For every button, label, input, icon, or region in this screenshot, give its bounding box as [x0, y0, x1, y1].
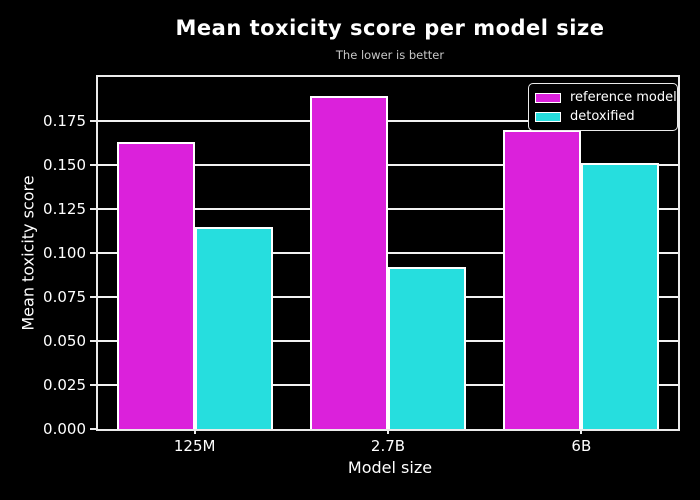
- bar-detoxified-6B: [581, 163, 660, 429]
- y-tick-mark: [90, 296, 96, 298]
- gridline: [98, 208, 678, 210]
- bar-detoxified-2.7B: [388, 267, 466, 429]
- bar-reference-model-2.7B: [310, 96, 388, 429]
- legend-swatch-detoxified-icon: [535, 111, 561, 122]
- y-tick-label: 0.050: [43, 332, 86, 350]
- legend-swatch-reference-model-icon: [535, 92, 561, 103]
- legend-label-reference-model: reference model: [570, 90, 677, 105]
- y-tick-label: 0.150: [43, 156, 86, 174]
- x-tick-mark: [193, 429, 196, 434]
- plot-area: [96, 75, 680, 431]
- legend-entry-reference-model: reference model: [535, 90, 677, 105]
- y-tick-label: 0.100: [43, 244, 86, 262]
- y-tick-label: 0.000: [43, 420, 86, 438]
- gridline: [98, 120, 678, 122]
- legend: reference model detoxified: [528, 83, 678, 131]
- y-tick-mark: [90, 208, 96, 210]
- y-tick-mark: [90, 428, 96, 430]
- y-tick-mark: [90, 252, 96, 254]
- y-tick-mark: [90, 384, 96, 386]
- legend-label-detoxified: detoxified: [570, 109, 635, 124]
- y-tick-label: 0.125: [43, 200, 86, 218]
- x-tick-label: 2.7B: [370, 437, 406, 455]
- y-tick-label: 0.075: [43, 288, 86, 306]
- bar-reference-model-125M: [116, 142, 195, 429]
- bar-reference-model-6B: [503, 129, 582, 429]
- x-tick-mark: [387, 429, 389, 434]
- x-axis-label: Model size: [347, 458, 433, 477]
- y-tick-mark: [90, 164, 96, 166]
- x-tick-label: 125M: [173, 437, 216, 455]
- y-tick-mark: [90, 340, 96, 342]
- chart-subtitle: The lower is better: [335, 48, 445, 62]
- legend-entry-detoxified: detoxified: [535, 109, 671, 124]
- gridline: [98, 164, 678, 166]
- x-tick-label: 6B: [571, 437, 592, 455]
- y-tick-label: 0.025: [43, 376, 86, 394]
- chart-title: Mean toxicity score per model size: [175, 16, 605, 40]
- x-tick-mark: [580, 429, 583, 434]
- y-tick-label: 0.175: [43, 112, 86, 130]
- gridline: [98, 252, 678, 254]
- bar-detoxified-125M: [194, 226, 273, 429]
- y-tick-mark: [90, 120, 96, 122]
